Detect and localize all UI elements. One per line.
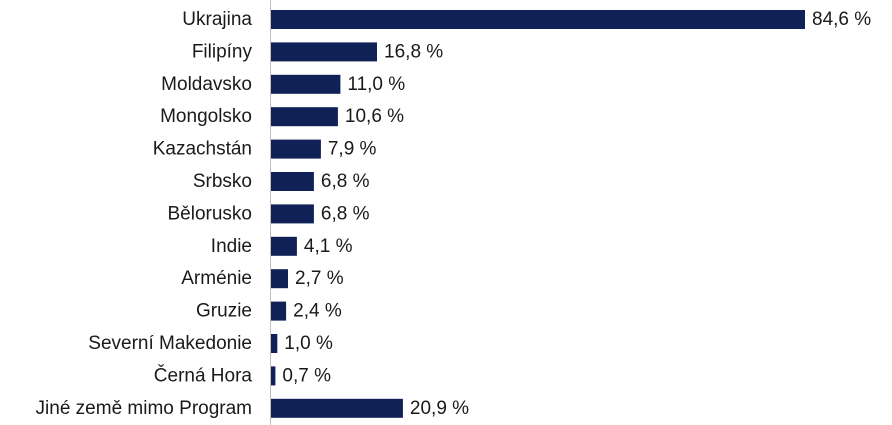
bar-4 — [271, 139, 321, 159]
bar-2 — [271, 74, 341, 94]
value-label: 0,7 % — [282, 365, 331, 386]
bar-10 — [271, 334, 278, 353]
bar-5 — [271, 172, 314, 191]
bar-11 — [271, 366, 276, 386]
bar-9 — [271, 301, 287, 321]
category-label: Ukrajina — [182, 9, 252, 30]
value-label: 6,8 % — [321, 203, 370, 224]
value-label: 10,6 % — [345, 106, 404, 127]
category-label: Indie — [211, 236, 252, 257]
bar-0 — [271, 10, 805, 29]
bars-layer — [271, 10, 805, 418]
category-label: Jiné země mimo Program — [36, 398, 252, 419]
value-label: 16,8 % — [384, 41, 443, 62]
value-label: 84,6 % — [812, 9, 871, 30]
category-label: Arménie — [181, 268, 252, 289]
value-label: 4,1 % — [304, 236, 353, 257]
value-label: 11,0 % — [347, 74, 405, 95]
category-label: Srbsko — [193, 171, 252, 192]
value-label: 1,0 % — [284, 333, 333, 354]
category-label: Gruzie — [196, 301, 252, 322]
value-label: 6,8 % — [321, 171, 370, 192]
category-label: Bělorusko — [168, 203, 253, 224]
bar-1 — [271, 42, 377, 62]
category-label: Severní Makedonie — [88, 333, 252, 354]
category-label: Moldavsko — [161, 74, 252, 95]
bar-7 — [271, 236, 297, 256]
category-labels: Ukrajina Filipíny Moldavsko Mongolsko Kazach… — [36, 9, 253, 419]
bar-12 — [271, 398, 403, 418]
category-label: Filipíny — [192, 41, 253, 62]
value-label: 7,9 % — [328, 139, 377, 160]
category-label: Kazachstán — [153, 139, 252, 160]
category-label: Černá Hora — [154, 364, 253, 386]
category-label: Mongolsko — [160, 106, 252, 127]
value-label: 2,4 % — [293, 301, 342, 322]
bar-6 — [271, 204, 314, 224]
value-label: 2,7 % — [295, 268, 344, 289]
value-label: 20,9 % — [410, 398, 469, 419]
bar-3 — [271, 107, 338, 127]
value-labels: 84,6 % 16,8 % 11,0 % 10,6 % 7,9 % 6,8 % 6,8 % 4… — [282, 9, 871, 419]
bar-8 — [271, 269, 288, 289]
